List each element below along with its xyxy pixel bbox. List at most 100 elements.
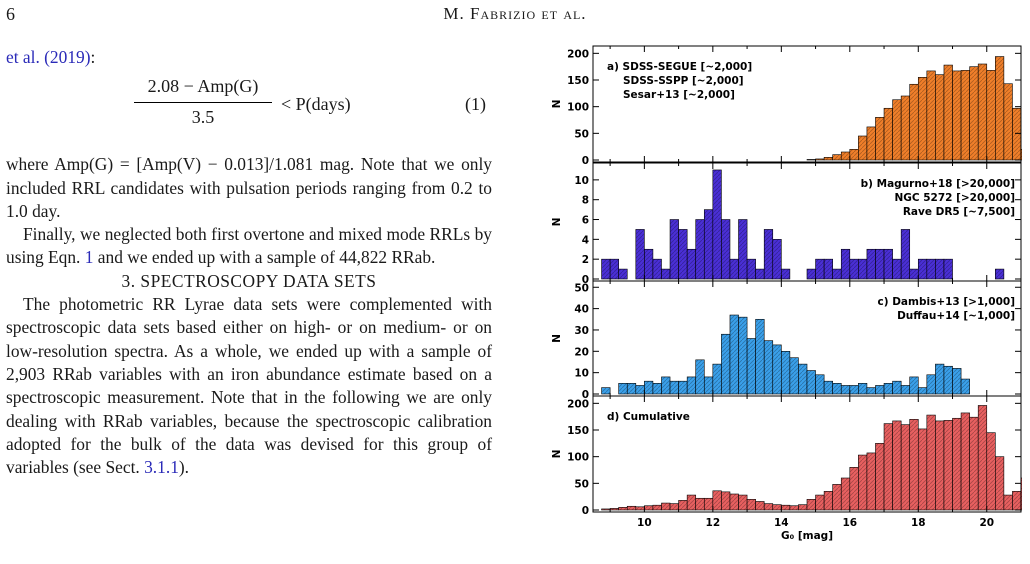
panel-frame-d	[592, 395, 1022, 513]
bar-hatch-d-22	[789, 505, 799, 510]
bar-hatch-d-8	[670, 503, 679, 510]
bar-hatch-d-21	[781, 505, 790, 510]
bar-hatch-c-21	[781, 351, 790, 394]
bar-hatch-b-39	[935, 259, 944, 279]
ytick-label-b-2: 2	[582, 254, 589, 266]
bar-hatch-a-35	[901, 96, 910, 160]
bar-hatch-c-40	[943, 366, 953, 394]
bar-hatch-d-25	[815, 495, 825, 510]
citation-line: et al. (2019):	[6, 47, 96, 67]
bar-hatch-c-17	[747, 338, 756, 394]
paragraph-spectroscopy: The photometric RR Lyrae data sets were …	[6, 294, 492, 478]
bar-hatch-b-35	[901, 229, 910, 279]
bar-hatch-d-34	[892, 420, 902, 510]
bar-hatch-d-36	[909, 419, 919, 510]
xlabel: G₀ [mag]	[781, 530, 833, 542]
equation-ref-link[interactable]: 1	[84, 247, 94, 268]
bar-hatch-d-12	[704, 498, 713, 510]
bar-hatch-c-41	[952, 368, 962, 394]
bar-hatch-b-38	[926, 259, 936, 279]
bar-hatch-d-17	[747, 499, 756, 510]
xtick-label-10: 10	[637, 517, 652, 529]
bar-hatch-a-30	[858, 136, 867, 160]
bar-hatch-a-43	[969, 66, 979, 160]
bar-hatch-a-24	[807, 159, 816, 160]
bar-hatch-c-8	[670, 381, 679, 394]
ytick-label-d-100: 100	[567, 452, 589, 464]
bar-hatch-c-26	[824, 381, 833, 394]
bar-hatch-d-46	[995, 456, 1004, 510]
bar-hatch-c-31	[866, 387, 876, 394]
bar-hatch-c-42	[961, 379, 970, 394]
bar-hatch-d-41	[952, 418, 962, 510]
xtick-label-12: 12	[706, 517, 721, 529]
bar-hatch-c-24	[807, 370, 816, 394]
bar-hatch-d-39	[935, 420, 944, 510]
bar-hatch-c-16	[738, 317, 748, 394]
panel-frame-a	[592, 45, 1022, 163]
bar-hatch-c-3	[627, 383, 636, 394]
bar-hatch-b-37	[918, 259, 927, 279]
ytick-label-a-100: 100	[567, 102, 589, 114]
bar-hatch-b-46	[995, 269, 1004, 279]
xtick-label-16: 16	[842, 517, 857, 529]
section-ref-link[interactable]: 3.1.1	[144, 457, 179, 478]
bar-hatch-c-13	[712, 364, 722, 394]
bar-hatch-c-34	[892, 381, 902, 394]
bar-hatch-d-13	[712, 490, 722, 510]
page-header: 6 M. Fabrizio et al.	[6, 4, 1024, 26]
ytick-label-a-0: 0	[582, 155, 589, 167]
bar-hatch-c-35	[901, 385, 910, 394]
ytick-label-c-10: 10	[574, 368, 589, 380]
bar-hatch-a-44	[978, 64, 987, 160]
bar-hatch-d-9	[678, 500, 688, 510]
equation-denominator: 3.5	[191, 106, 215, 127]
bar-hatch-b-16	[738, 219, 748, 279]
ytick-label-c-0: 0	[582, 389, 589, 401]
bar-hatch-b-13	[712, 169, 722, 279]
section-title: 3. SPECTROSCOPY DATA SETS	[121, 270, 377, 291]
ytick-label-a-150: 150	[567, 75, 589, 87]
bar-hatch-b-15	[729, 259, 739, 279]
page-number: 6	[6, 4, 15, 24]
bar-hatch-a-46	[995, 56, 1004, 160]
bar-hatch-c-18	[755, 319, 765, 394]
legend-a-2: Sesar+13 [~2,000]	[623, 89, 735, 101]
bar-hatch-c-32	[875, 385, 885, 394]
ytick-label-b-0: 0	[582, 274, 589, 286]
bar-hatch-c-30	[858, 383, 867, 394]
bar-hatch-b-36	[909, 269, 919, 279]
bar-hatch-d-35	[901, 424, 910, 510]
bar-hatch-d-7	[661, 503, 671, 510]
bar-hatch-c-28	[841, 385, 850, 394]
bar-hatch-a-28	[841, 152, 850, 160]
legend-b-1: NGC 5272 [>20,000]	[894, 192, 1015, 204]
legend-d-0: d) Cumulative	[607, 411, 690, 423]
bar-hatch-b-0	[601, 259, 611, 279]
bar-hatch-d-44	[978, 405, 987, 510]
ytick-label-c-40: 40	[574, 304, 589, 316]
bar-hatch-b-11	[695, 219, 705, 279]
bar-hatch-b-12	[704, 209, 713, 279]
ytick-label-d-50: 50	[574, 478, 589, 490]
bar-hatch-d-27	[832, 484, 842, 510]
bar-hatch-c-7	[661, 376, 671, 394]
bar-hatch-a-34	[892, 99, 902, 160]
ylabel-d: N	[551, 450, 563, 459]
citation-link[interactable]: et al. (2019)	[6, 47, 91, 67]
bar-hatch-b-14	[721, 219, 730, 279]
bar-hatch-a-25	[815, 158, 825, 160]
ytick-label-a-200: 200	[567, 48, 589, 60]
bar-hatch-d-47	[1003, 495, 1013, 510]
legend-a-0: a) SDSS-SEGUE [~2,000]	[607, 61, 752, 73]
bar-hatch-d-26	[824, 491, 833, 510]
legend-b-0: b) Magurno+18 [>20,000]	[861, 178, 1015, 190]
bar-hatch-c-33	[884, 383, 893, 394]
bar-hatch-d-30	[858, 455, 867, 510]
bar-hatch-b-28	[841, 249, 850, 279]
equation-fraction: 2.08 − Amp(G) 3.5	[134, 73, 272, 129]
bar-hatch-d-29	[849, 467, 859, 510]
bar-hatch-c-6	[652, 383, 662, 394]
bar-hatch-d-14	[721, 491, 730, 510]
